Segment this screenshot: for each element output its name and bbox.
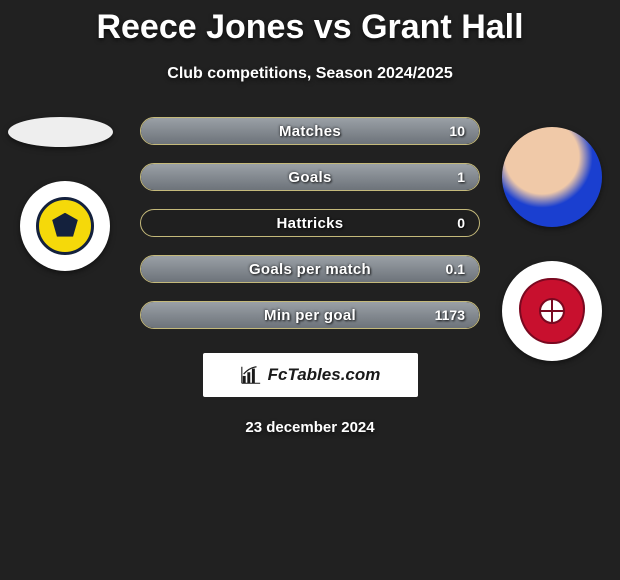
- page-title: Reece Jones vs Grant Hall: [0, 0, 620, 47]
- afc-wimbledon-crest-icon: [30, 191, 100, 261]
- player-avatar-left: [8, 117, 113, 147]
- stat-row: Goals per match0.1: [140, 255, 480, 283]
- stat-value-right: 0.1: [446, 261, 465, 277]
- stat-label: Hattricks: [141, 215, 479, 232]
- stat-rows: Matches10Goals1Hattricks0Goals per match…: [140, 117, 480, 329]
- stat-row: Goals1: [140, 163, 480, 191]
- stat-label: Min per goal: [141, 307, 479, 324]
- stat-row: Matches10: [140, 117, 480, 145]
- stat-label: Matches: [141, 123, 479, 140]
- stat-value-right: 0: [457, 215, 465, 231]
- left-player-column: [8, 117, 118, 271]
- watermark[interactable]: FcTables.com: [203, 353, 418, 397]
- stat-row: Min per goal1173: [140, 301, 480, 329]
- date-text: 23 december 2024: [0, 419, 620, 436]
- chart-bar-icon: [240, 364, 262, 386]
- stat-label: Goals: [141, 169, 479, 186]
- comparison-content: Matches10Goals1Hattricks0Goals per match…: [0, 117, 620, 436]
- stat-row: Hattricks0: [140, 209, 480, 237]
- stat-value-right: 1: [457, 169, 465, 185]
- player-avatar-right: [502, 127, 602, 227]
- stat-label: Goals per match: [141, 261, 479, 278]
- stat-value-right: 1173: [435, 307, 465, 323]
- club-crest-left: [20, 181, 110, 271]
- swindon-crest-icon: [517, 276, 587, 346]
- stat-value-right: 10: [449, 123, 465, 139]
- right-player-column: [502, 127, 612, 361]
- watermark-text: FcTables.com: [268, 365, 381, 385]
- subtitle: Club competitions, Season 2024/2025: [0, 65, 620, 83]
- club-crest-right: [502, 261, 602, 361]
